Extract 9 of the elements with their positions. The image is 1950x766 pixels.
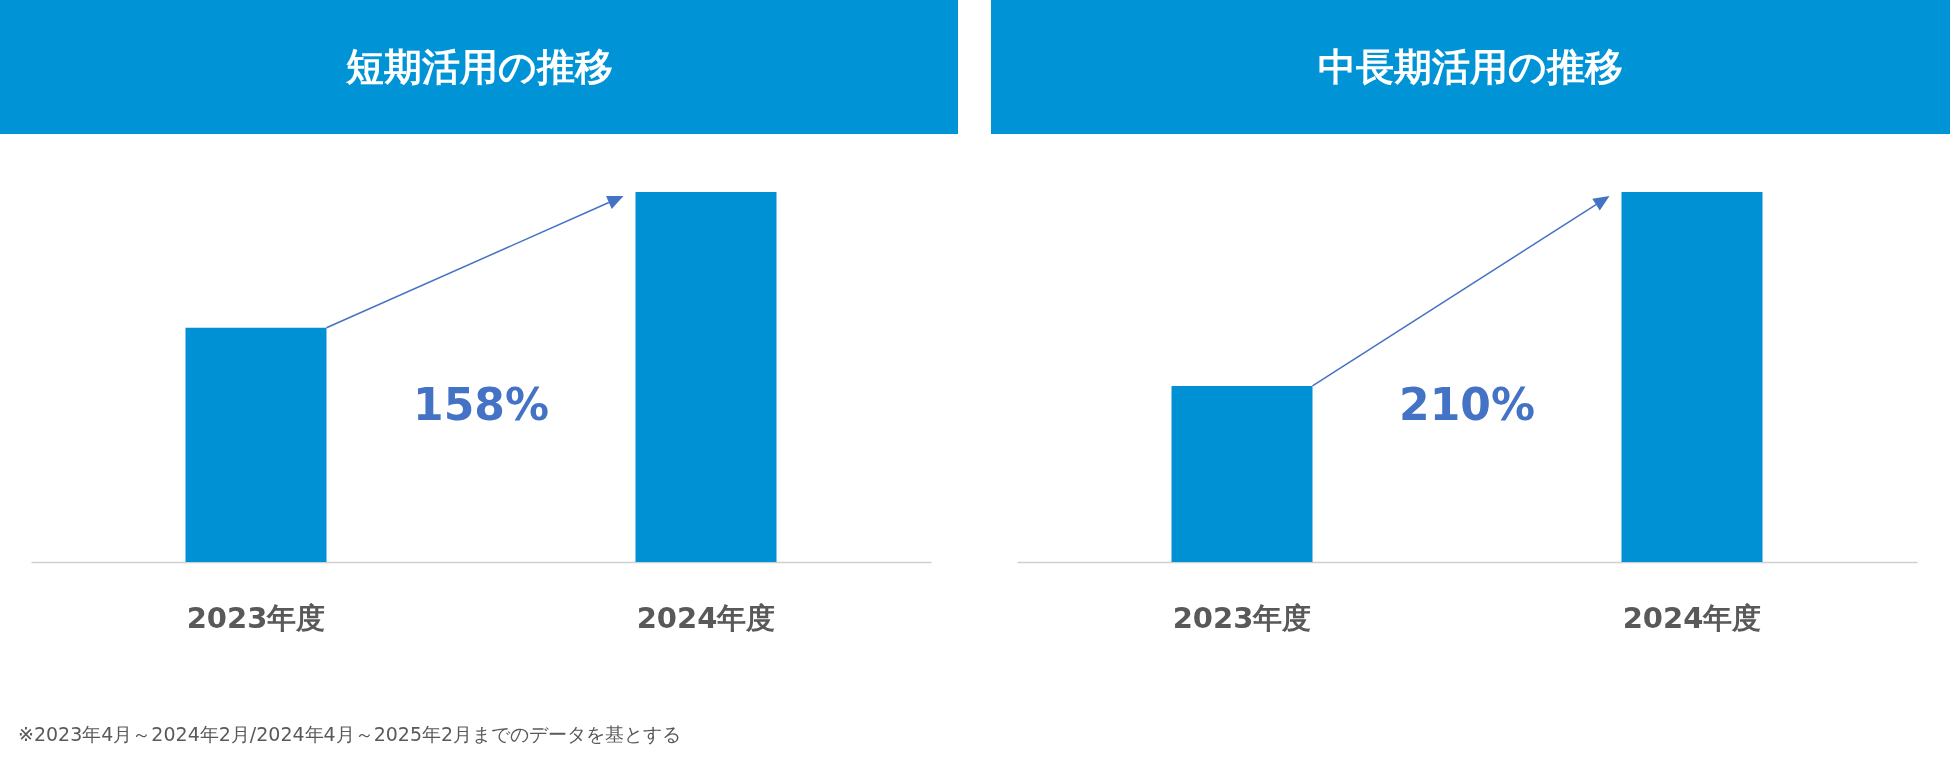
- x-tick-label: 2023年度: [1172, 600, 1312, 635]
- annotation: 210%: [1399, 378, 1535, 430]
- annotation: 158%: [413, 378, 549, 430]
- x-tick-label: 2024年度: [636, 600, 776, 635]
- chart-title: 中長期活用の推移: [991, 0, 1950, 134]
- x-tick-label: 2023年度: [186, 600, 326, 635]
- chart-title: 短期活用の推移: [0, 0, 958, 134]
- x-tick-label: 2024年度: [1622, 600, 1762, 635]
- text: ※2023年4月～2024年2月/2024年4月～2025年2月までのデータを基とする: [18, 722, 682, 747]
